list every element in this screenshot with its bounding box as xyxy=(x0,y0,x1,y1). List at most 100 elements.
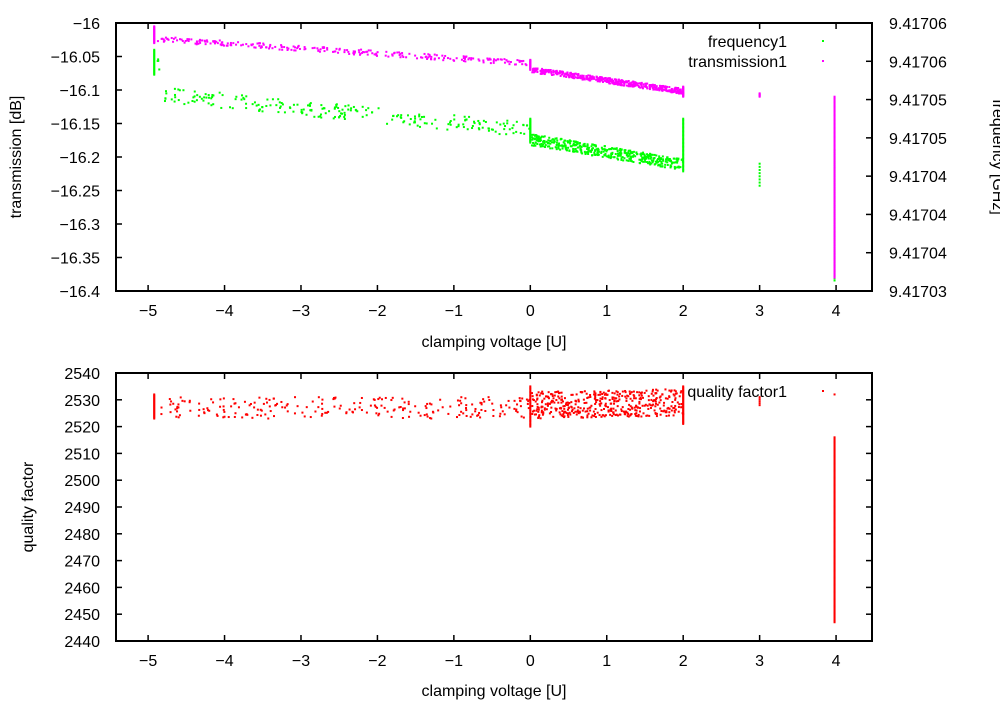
data-point xyxy=(833,609,836,612)
data-point xyxy=(833,472,836,475)
data-point xyxy=(639,407,642,410)
data-point xyxy=(833,529,836,532)
data-point xyxy=(640,160,643,163)
data-point xyxy=(833,603,836,606)
data-point xyxy=(505,133,508,136)
data-point xyxy=(550,70,553,73)
data-point xyxy=(402,56,405,59)
data-point xyxy=(169,411,172,414)
data-point xyxy=(156,40,159,43)
data-point xyxy=(572,147,575,150)
data-point xyxy=(594,398,597,401)
data-point xyxy=(631,155,634,158)
y2-tick-label: 9.41703 xyxy=(889,284,947,301)
data-point xyxy=(361,51,364,54)
data-point xyxy=(833,547,836,550)
data-point xyxy=(324,112,327,115)
data-point xyxy=(575,413,578,416)
data-point xyxy=(290,48,293,51)
data-point xyxy=(571,393,574,396)
data-point xyxy=(833,563,836,566)
data-point xyxy=(649,406,652,409)
data-point xyxy=(682,137,685,140)
data-point xyxy=(597,150,600,153)
data-point xyxy=(833,242,836,245)
data-point xyxy=(499,412,502,415)
data-point xyxy=(833,250,836,253)
data-point xyxy=(634,155,637,158)
data-point xyxy=(576,142,579,145)
data-point xyxy=(642,160,645,163)
data-point xyxy=(833,246,836,249)
data-point xyxy=(653,84,656,87)
data-point xyxy=(833,133,836,136)
data-point xyxy=(624,411,627,414)
data-point xyxy=(626,152,629,155)
data-point xyxy=(560,391,563,394)
data-point xyxy=(537,416,540,419)
data-point xyxy=(578,411,581,414)
data-point xyxy=(153,403,156,406)
data-point xyxy=(682,159,685,162)
data-point xyxy=(281,103,284,106)
data-point xyxy=(540,70,543,73)
data-point xyxy=(636,84,639,87)
data-point xyxy=(562,405,565,408)
data-point xyxy=(491,128,494,131)
data-point xyxy=(833,208,836,211)
data-point xyxy=(529,389,532,392)
data-point xyxy=(640,85,643,88)
data-point xyxy=(656,88,659,91)
data-point xyxy=(552,141,555,144)
data-point xyxy=(212,40,215,43)
data-point xyxy=(674,408,677,411)
data-point xyxy=(363,51,366,54)
data-point xyxy=(253,46,256,49)
data-point xyxy=(833,143,836,146)
data-point xyxy=(529,417,532,420)
data-point xyxy=(323,50,326,53)
data-point xyxy=(162,40,165,43)
data-point xyxy=(465,409,468,412)
data-point xyxy=(457,123,460,126)
data-point xyxy=(348,408,351,411)
data-point xyxy=(631,399,634,402)
data-point xyxy=(667,89,670,92)
data-point xyxy=(833,98,836,101)
data-point xyxy=(673,87,676,90)
data-point xyxy=(483,400,486,403)
data-point xyxy=(582,78,585,81)
data-point xyxy=(833,227,836,230)
data-point xyxy=(233,402,236,405)
data-point xyxy=(662,85,665,88)
data-point xyxy=(221,43,224,46)
data-point xyxy=(534,141,537,144)
data-point xyxy=(656,403,659,406)
data-point xyxy=(206,40,209,43)
data-point xyxy=(555,407,558,410)
data-point xyxy=(649,87,652,90)
data-point xyxy=(833,443,836,446)
data-point xyxy=(253,401,256,404)
data-point xyxy=(833,466,836,469)
data-point xyxy=(296,47,299,50)
data-point xyxy=(577,400,580,403)
data-point xyxy=(619,151,622,154)
data-point xyxy=(530,144,533,147)
data-point xyxy=(637,413,640,416)
data-point xyxy=(627,395,630,398)
data-point xyxy=(600,146,603,149)
data-point xyxy=(182,89,185,92)
data-point xyxy=(682,133,685,136)
x-tick-label: 1 xyxy=(602,653,611,670)
data-point xyxy=(601,393,604,396)
data-point xyxy=(470,58,473,61)
data-point xyxy=(833,259,836,262)
data-point xyxy=(594,395,597,398)
data-point xyxy=(428,53,431,56)
data-point xyxy=(833,604,836,607)
top-y-axis-label: transmission [dB] xyxy=(8,96,25,219)
data-point xyxy=(624,389,627,392)
data-point xyxy=(260,46,263,49)
data-point xyxy=(262,43,265,46)
